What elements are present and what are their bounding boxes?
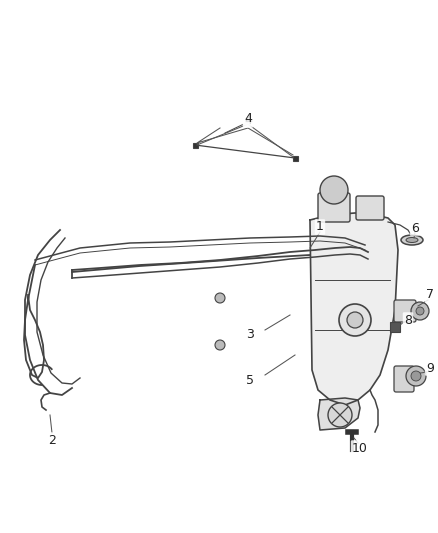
Bar [390, 322, 400, 332]
Text: 5: 5 [246, 374, 254, 386]
Circle shape [328, 403, 352, 427]
Ellipse shape [401, 235, 423, 245]
Text: 2: 2 [48, 433, 56, 447]
Circle shape [215, 293, 225, 303]
Circle shape [215, 340, 225, 350]
Text: 3: 3 [246, 328, 254, 342]
Circle shape [406, 366, 426, 386]
FancyBboxPatch shape [318, 193, 350, 222]
Text: 4: 4 [244, 111, 252, 125]
FancyBboxPatch shape [356, 196, 384, 220]
Text: 1: 1 [316, 221, 324, 233]
Circle shape [411, 371, 421, 381]
Text: 6: 6 [411, 222, 419, 235]
Text: 7: 7 [426, 288, 434, 302]
Text: 10: 10 [352, 441, 368, 455]
Bar [293, 156, 297, 160]
Circle shape [411, 302, 429, 320]
Circle shape [416, 307, 424, 315]
Text: 4: 4 [244, 114, 252, 126]
Text: 8: 8 [404, 313, 412, 327]
Circle shape [347, 312, 363, 328]
Polygon shape [310, 213, 398, 405]
Bar [192, 142, 198, 148]
Text: 9: 9 [426, 361, 434, 375]
FancyBboxPatch shape [394, 366, 414, 392]
Circle shape [320, 176, 348, 204]
FancyBboxPatch shape [394, 300, 416, 322]
Polygon shape [318, 398, 360, 430]
Circle shape [339, 304, 371, 336]
Ellipse shape [406, 238, 418, 243]
